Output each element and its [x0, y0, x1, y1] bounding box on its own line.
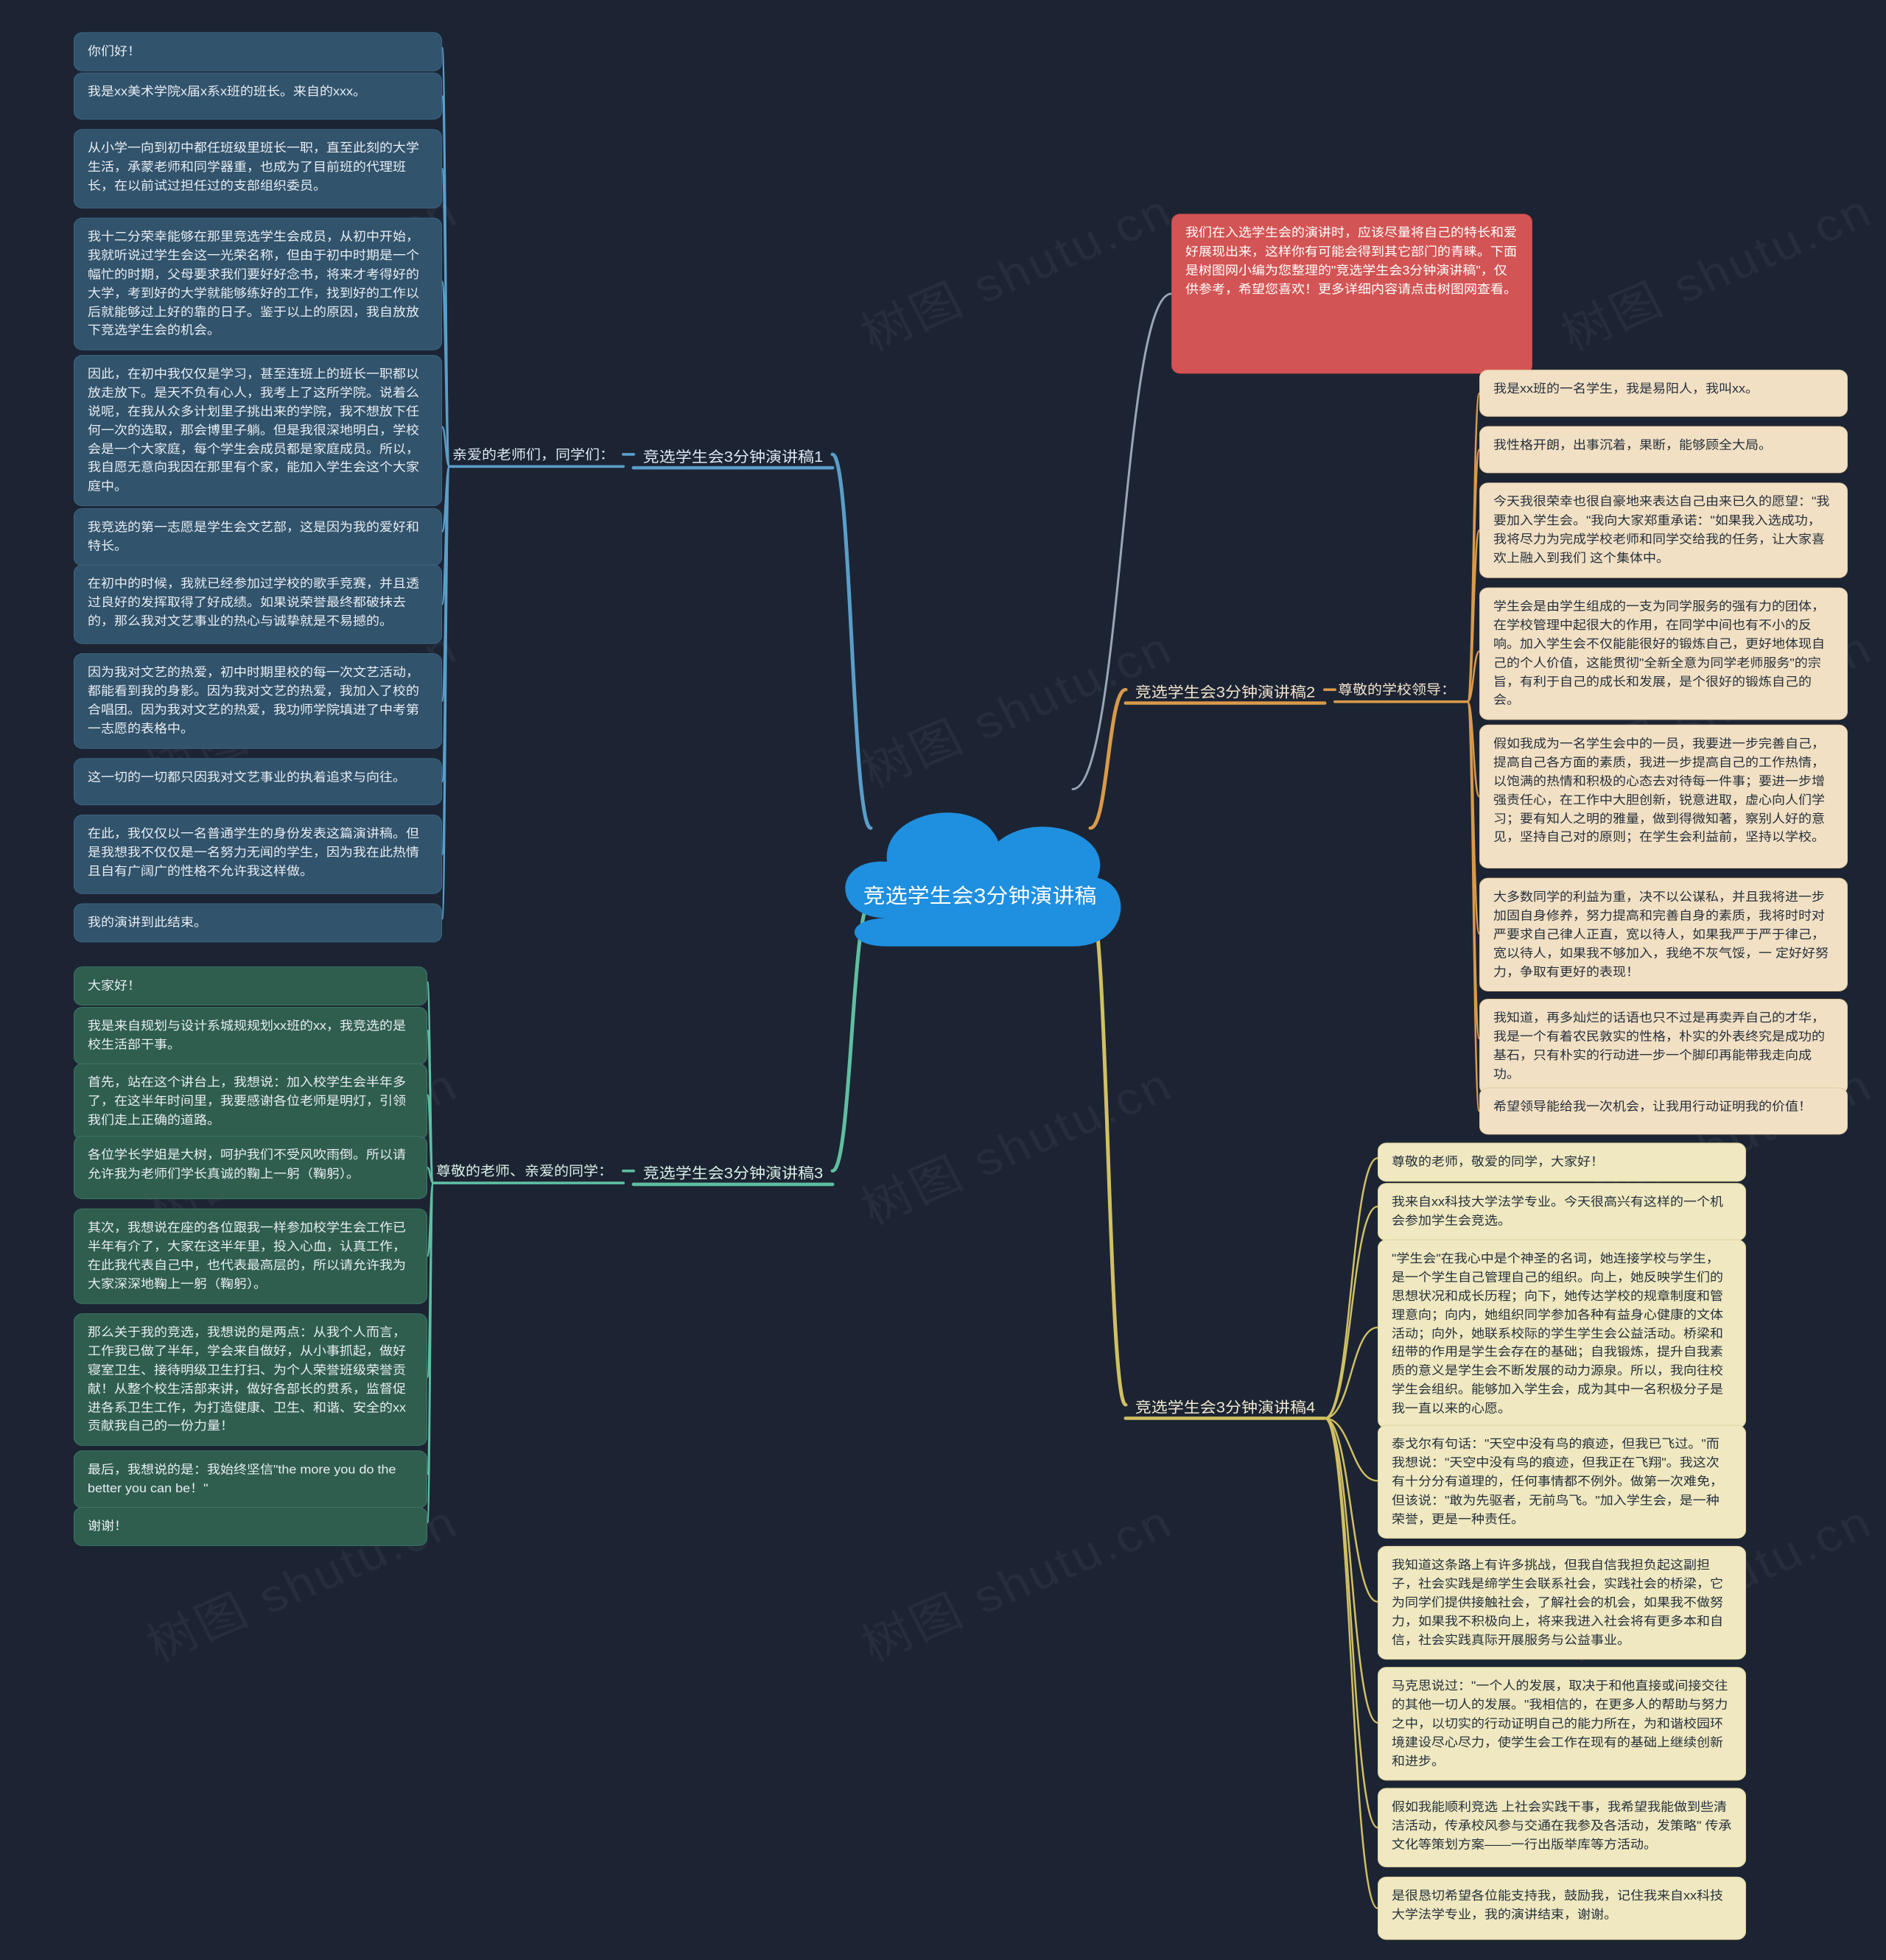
leaf-node[interactable]: 尊敬的老师，敬爱的同学，大家好！	[1378, 1142, 1746, 1181]
leaf-node[interactable]: 这一切的一切都只因我对文艺事业的执着追求与向往。	[74, 758, 442, 805]
leaf-node[interactable]: 我的演讲到此结束。	[74, 903, 442, 942]
leaf-node[interactable]: 在初中的时候，我就已经参加过学校的歌手竞赛，并且透过良好的发挥取得了好成绩。如果…	[74, 565, 442, 644]
leaf-node[interactable]: 从小学一向到初中都任班级里班长一职，直至此刻的大学生活，承蒙老师和同学器重，也成…	[74, 129, 442, 208]
branch-label[interactable]: 竞选学生会3分钟演讲稿3	[634, 1155, 832, 1190]
leaf-node[interactable]: 我知道，再多灿烂的话语也只不过是再卖弄自己的才华，我是一个有着农民敦实的性格，朴…	[1479, 999, 1848, 1094]
leaf-node[interactable]: 因为我对文艺的热爱，初中时期里校的每一次文艺活动，都能看到我的身影。因为我对文艺…	[74, 653, 442, 749]
leaf-node[interactable]: 因此，在初中我仅仅是学习，甚至连班上的班长一职都以放走放下。是天不负有心人，我考…	[74, 355, 442, 507]
leaf-node[interactable]: 今天我很荣幸也很自豪地来表达自己由来已久的愿望："我要加入学生会。"我向大家郑重…	[1479, 482, 1848, 578]
leaf-node[interactable]: 最后，我想说的是：我始终坚信"the more you do the bette…	[74, 1450, 427, 1508]
branch-label[interactable]: 竞选学生会3分钟演讲稿1	[634, 438, 832, 473]
leaf-node[interactable]: 各位学长学姐是大树，呵护我们不受风吹雨倒。所以请允许我为老师们学长真诚的鞠上一躬…	[74, 1136, 427, 1199]
branch-label[interactable]: 竞选学生会3分钟演讲稿4	[1126, 1388, 1325, 1423]
leaf-node[interactable]: 你们好！	[74, 32, 442, 71]
root-node[interactable]: 竞选学生会3分钟演讲稿	[825, 773, 1135, 974]
leaf-node[interactable]: 假如我成为一名学生会中的一员，我要进一步完善自己，提高自己各方面的素质，我进一步…	[1479, 725, 1848, 868]
leaf-node[interactable]: 我是xx美术学院x届x系x班的班长。来自的xxx。	[74, 73, 442, 120]
leaf-node[interactable]: 首先，站在这个讲台上，我想说：加入校学生会半年多了，在这半年时间里，我要感谢各位…	[74, 1064, 427, 1140]
leaf-node[interactable]: 我来自xx科技大学法学专业。今天很高兴有这样的一个机会参加学生会竞选。	[1378, 1183, 1746, 1240]
watermark: 树图 shutu.cn	[847, 1484, 1182, 1674]
leaf-node[interactable]: 谢谢！	[74, 1507, 427, 1546]
leaf-node[interactable]: 我知道这条路上有许多挑战，但我自信我担负起这副担子，社会实践是缔学生会联系社会，…	[1378, 1546, 1746, 1660]
branch-sublabel: 尊敬的老师、亲爱的同学：	[433, 1155, 623, 1185]
leaf-node[interactable]: 我是xx班的一名学生，我是易阳人，我叫xx。	[1479, 370, 1848, 417]
intro-node[interactable]: 我们在入选学生会的演讲时，应该尽量将自己的特长和爱好展现出来，这样你有可能会得到…	[1171, 214, 1532, 373]
leaf-node[interactable]: 那么关于我的竞选，我想说的是两点：从我个人而言，工作我已做了半年，学会来自做好，…	[74, 1313, 427, 1446]
leaf-node[interactable]: 我十二分荣幸能够在那里竞选学生会成员，从初中开始，我就听说过学生会这一光荣名称，…	[74, 218, 442, 351]
leaf-node[interactable]: 其次，我想说在座的各位跟我一样参加校学生会工作已半年有介了，大家在这半年里，投入…	[74, 1209, 427, 1304]
leaf-node[interactable]: 是很恳切希望各位能支持我，鼓励我，记住我来自xx科技大学法学专业，我的演讲结束，…	[1378, 1877, 1746, 1940]
leaf-node[interactable]: 学生会是由学生组成的一支为同学服务的强有力的团体，在学校管理中起很大的作用，在同…	[1479, 588, 1848, 720]
leaf-node[interactable]: 我是来自规划与设计系城规规划xx班的xx，我竞选的是校生活部干事。	[74, 1007, 427, 1064]
watermark: 树图 shutu.cn	[847, 174, 1182, 364]
leaf-node[interactable]: 大家好！	[74, 966, 427, 1005]
branch-sublabel: 尊敬的学校领导：	[1335, 673, 1468, 703]
leaf-node[interactable]: 希望领导能给我一次机会，让我用行动证明我的价值！	[1479, 1088, 1848, 1135]
leaf-node[interactable]: 我竞选的第一志愿是学生会文艺部，这是因为我的爱好和特长。	[74, 508, 442, 566]
leaf-node[interactable]: 假如我能顺利竞选 上社会实践干事，我希望我能做到些清洁活动，传承校风参与交通在我…	[1378, 1788, 1746, 1867]
root-title: 竞选学生会3分钟演讲稿	[863, 839, 1097, 909]
leaf-node[interactable]: 大多数同学的利益为重，决不以公谋私，并且我将进一步加固自身修养，努力提高和完善自…	[1479, 878, 1848, 992]
leaf-node[interactable]: "学生会"在我心中是个神圣的名词，她连接学校与学生，是一个学生自己管理自己的组织…	[1378, 1240, 1746, 1428]
leaf-node[interactable]: 马克思说过："一个人的发展，取决于和他直接或间接交往的其他一切人的发展。"我相信…	[1378, 1667, 1746, 1781]
watermark: 树图 shutu.cn	[1547, 174, 1882, 364]
leaf-node[interactable]: 我性格开朗，出事沉着，果断，能够顾全大局。	[1479, 426, 1848, 474]
leaf-node[interactable]: 在此，我仅仅以一名普通学生的身份发表这篇演讲稿。但是我想我不仅仅是一名努力无闻的…	[74, 815, 442, 894]
branch-sublabel: 亲爱的老师们，同学们：	[449, 438, 623, 468]
watermark: 树图 shutu.cn	[847, 1047, 1182, 1237]
branch-label[interactable]: 竞选学生会3分钟演讲稿2	[1126, 673, 1325, 708]
mindmap-stage: 树图 shutu.cn 树图 shutu.cn 树图 shutu.cn 树图 shut…	[0, 0, 1886, 1960]
leaf-node[interactable]: 泰戈尔有句话："天空中没有鸟的痕迹，但我已飞过。"而我想说："天空中没有鸟的痕迹…	[1378, 1425, 1746, 1539]
